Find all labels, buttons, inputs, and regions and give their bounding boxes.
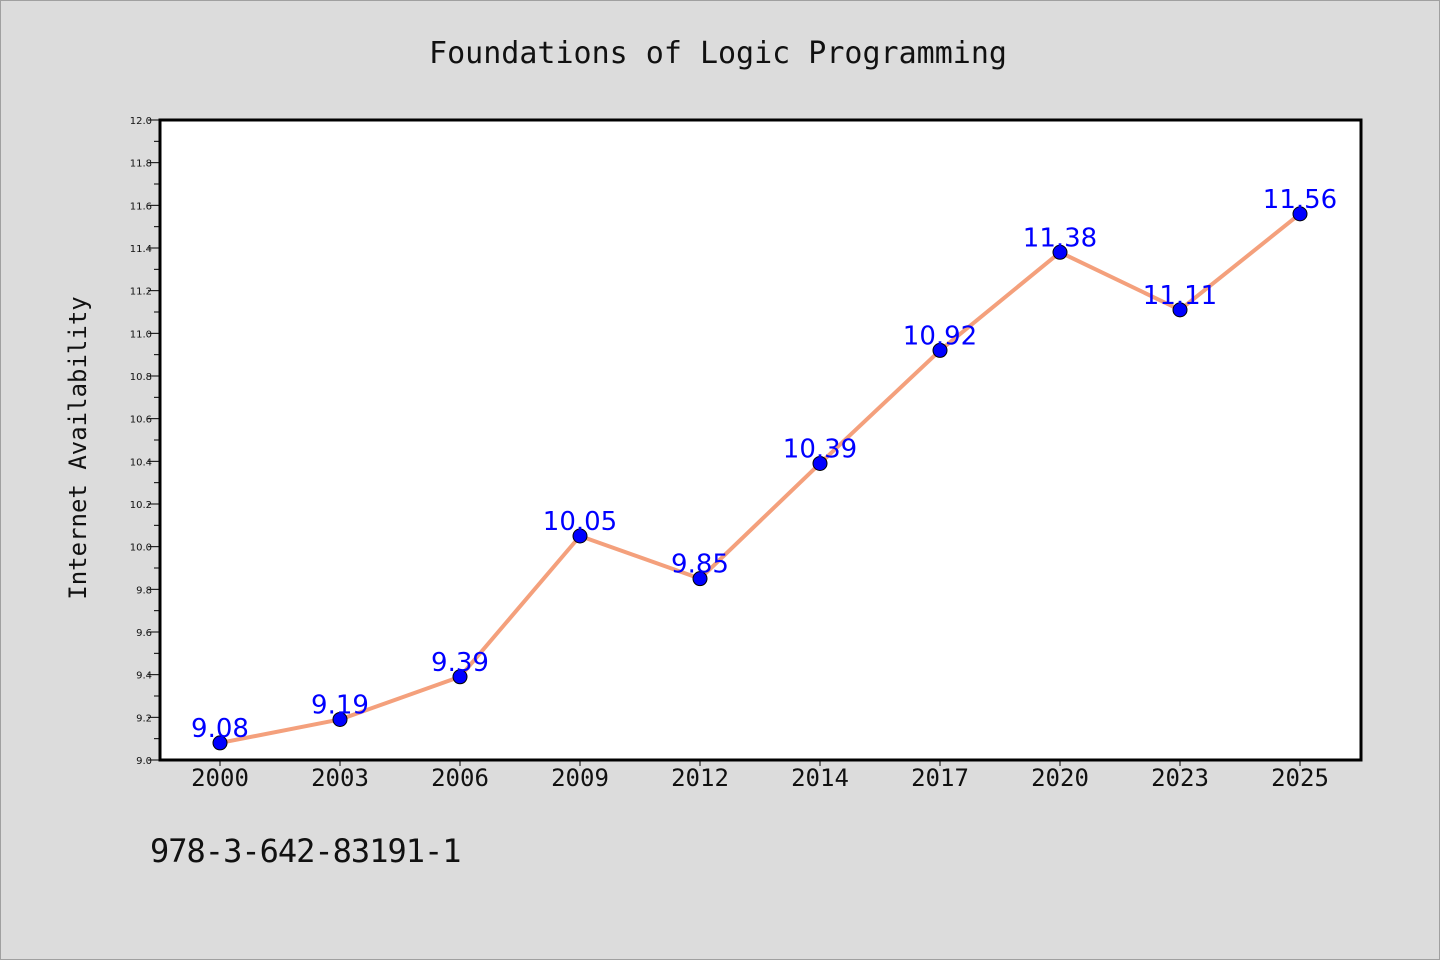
series-line	[218, 211, 1302, 745]
y-tick-label: 11.4	[130, 244, 152, 255]
isbn-caption: 978-3-642-83191-1	[150, 832, 462, 870]
data-label: 9.85	[671, 550, 729, 580]
y-tick-label: 10.6	[130, 415, 152, 426]
y-tick-label: 9.2	[136, 713, 152, 724]
y-tick-label: 12.0	[130, 116, 152, 127]
y-axis-label: Internet Availability	[64, 296, 92, 599]
x-tick-label: 2014	[791, 764, 849, 792]
data-label: 11.38	[1023, 223, 1097, 253]
y-tick-label: 10.4	[130, 457, 152, 468]
y-tick-label: 11.2	[130, 287, 152, 298]
data-label: 9.08	[191, 714, 249, 744]
y-tick-label: 10.2	[130, 500, 152, 511]
y-tick-label: 9.4	[136, 671, 152, 682]
data-label: 11.11	[1143, 281, 1217, 311]
data-label: 9.19	[311, 690, 369, 720]
y-tick-label: 10.8	[130, 372, 152, 383]
data-point	[1172, 302, 1188, 318]
series-layer: 9.08 9.19 9.39 10.05 9.85 10.39 10.92 11.38 11.1…	[191, 185, 1337, 751]
x-tick-label: 2017	[911, 764, 969, 792]
data-point	[452, 669, 468, 685]
data-point	[1292, 206, 1308, 222]
plot-area	[158, 118, 1363, 762]
x-tick-label: 2025	[1271, 764, 1329, 792]
y-axis: 9.0 9.2 9.4 9.6 9.8 10.0 10.2 10.4 10.6 10.8 11.0 1…	[130, 116, 160, 767]
y-tick-label: 11.8	[130, 159, 152, 170]
data-point	[692, 571, 708, 587]
data-label: 11.56	[1263, 185, 1337, 215]
data-point	[812, 455, 828, 471]
x-axis: 2000 2003 2006 2009 2012 2014 2017 2020 2023 2025	[191, 760, 1329, 792]
data-point	[572, 528, 588, 544]
x-tick-label: 2023	[1151, 764, 1209, 792]
x-tick-label: 2009	[551, 764, 609, 792]
data-label: 10.05	[543, 507, 617, 537]
y-tick-label: 10.0	[130, 543, 152, 554]
y-tick-label: 9.6	[136, 628, 152, 639]
x-tick-label: 2003	[311, 764, 369, 792]
y-tick-label: 11.6	[130, 201, 152, 212]
y-tick-label: 9.8	[136, 585, 152, 596]
chart-title: Foundations of Logic Programming	[429, 36, 1007, 71]
x-tick-label: 2006	[431, 764, 489, 792]
data-point	[932, 342, 948, 358]
x-tick-label: 2012	[671, 764, 729, 792]
data-label: 10.39	[783, 434, 857, 464]
data-point	[1052, 244, 1068, 260]
data-label: 9.39	[431, 648, 489, 678]
y-tick-label: 9.0	[136, 756, 152, 767]
x-tick-label: 2000	[191, 764, 249, 792]
data-point	[212, 735, 228, 751]
x-tick-label: 2020	[1031, 764, 1089, 792]
data-label: 10.92	[903, 321, 977, 351]
y-tick-label: 11.0	[130, 329, 152, 340]
data-point	[332, 711, 348, 727]
